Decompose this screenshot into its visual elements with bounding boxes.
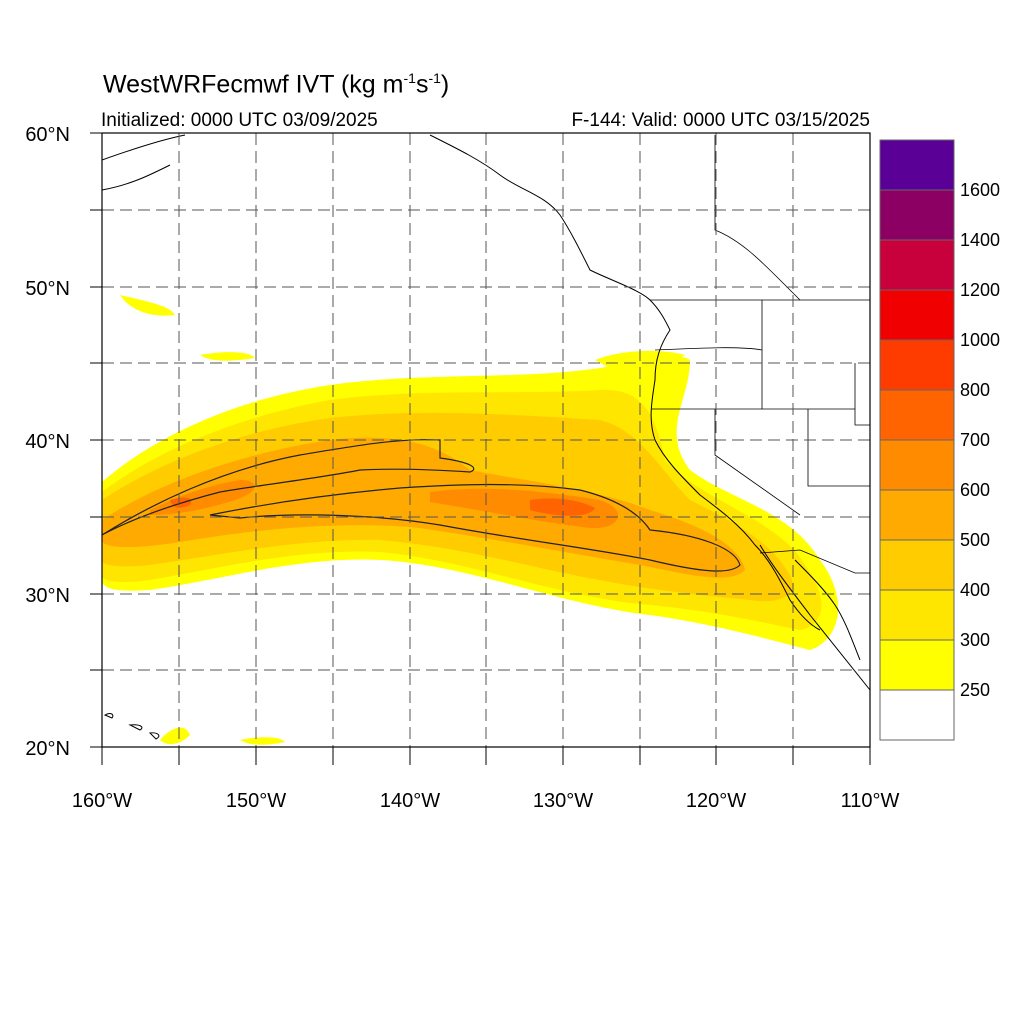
coastline-baja-east xyxy=(759,544,870,691)
colorbar-label: 1000 xyxy=(960,330,1000,350)
border-us-mexico xyxy=(759,549,870,574)
ivt-band-700 xyxy=(530,498,595,516)
contour-line xyxy=(102,439,475,536)
lat-label: 40°N xyxy=(25,431,70,453)
colorbar-label: 1600 xyxy=(960,180,1000,200)
contour-line xyxy=(209,483,741,572)
lat-labels: 60°N 50°N 40°N 30°N 20°N xyxy=(25,124,70,760)
colorbar-bin xyxy=(879,339,955,391)
ivt-blob xyxy=(120,295,175,316)
lon-label: 140°W xyxy=(380,790,440,812)
map-title: WestWRFecmwf IVT (kg m-1s-1) xyxy=(103,70,450,99)
axis-ticks xyxy=(90,132,871,765)
colorbar-bin xyxy=(879,389,955,441)
lon-label: 110°W xyxy=(841,790,900,812)
colorbar-bin xyxy=(879,489,955,541)
ivt-contour-lines xyxy=(102,439,741,572)
colorbar-bin xyxy=(879,439,955,491)
colorbar-bin xyxy=(879,589,955,641)
coastline-alaska xyxy=(102,134,186,191)
colorbar-bin xyxy=(879,289,955,341)
coastline-north-america xyxy=(429,134,821,631)
colorbar-bin xyxy=(879,639,955,691)
colorbar-bin xyxy=(879,189,955,241)
colorbar-label: 800 xyxy=(960,380,990,400)
initialized-time: Initialized: 0000 UTC 03/09/2025 xyxy=(101,110,378,131)
border-states-inner xyxy=(761,300,870,487)
lat-label: 50°N xyxy=(25,278,70,300)
colorbar-label: 250 xyxy=(960,680,990,700)
lat-label: 30°N xyxy=(25,585,70,607)
colorbar-label: 700 xyxy=(960,430,990,450)
coastlines xyxy=(102,134,870,740)
ivt-band-600b xyxy=(430,488,619,529)
lon-label: 160°W xyxy=(72,790,132,812)
colorbar-label: 500 xyxy=(960,530,990,550)
border-wa-or xyxy=(654,347,763,351)
colorbar-label: 600 xyxy=(960,480,990,500)
lat-label: 60°N xyxy=(25,124,70,146)
colorbar-bin xyxy=(879,139,955,191)
colorbar-label: 400 xyxy=(960,580,990,600)
border-ca-nv xyxy=(714,409,801,516)
colorbar: 250 300 400 500 600 700 800 1000 1200 1400 1600 xyxy=(879,139,1000,741)
colorbar-bin-below xyxy=(879,689,955,741)
grid-lines xyxy=(102,133,870,747)
valid-time: F-144: Valid: 0000 UTC 03/15/2025 xyxy=(571,110,870,131)
colorbar-label: 1200 xyxy=(960,280,1000,300)
lat-label: 20°N xyxy=(25,738,70,760)
island-hawaii xyxy=(103,713,160,740)
lon-labels: 160°W 150°W 140°W 130°W 120°W 110°W xyxy=(72,790,900,812)
ivt-band-500 xyxy=(102,437,745,578)
ivt-blob xyxy=(240,737,285,745)
colorbar-bin xyxy=(879,239,955,291)
border-canada-east xyxy=(714,135,801,301)
coastline-gulf xyxy=(794,559,861,661)
ivt-shading xyxy=(102,295,839,745)
colorbar-label: 300 xyxy=(960,630,990,650)
colorbar-bin xyxy=(879,539,955,591)
ivt-blob xyxy=(200,352,255,361)
state-borders xyxy=(650,135,870,574)
lon-label: 150°W xyxy=(226,790,286,812)
lon-label: 120°W xyxy=(686,790,746,812)
ivt-blob xyxy=(160,727,190,745)
colorbar-label: 1400 xyxy=(960,230,1000,250)
lon-label: 130°W xyxy=(533,790,593,812)
